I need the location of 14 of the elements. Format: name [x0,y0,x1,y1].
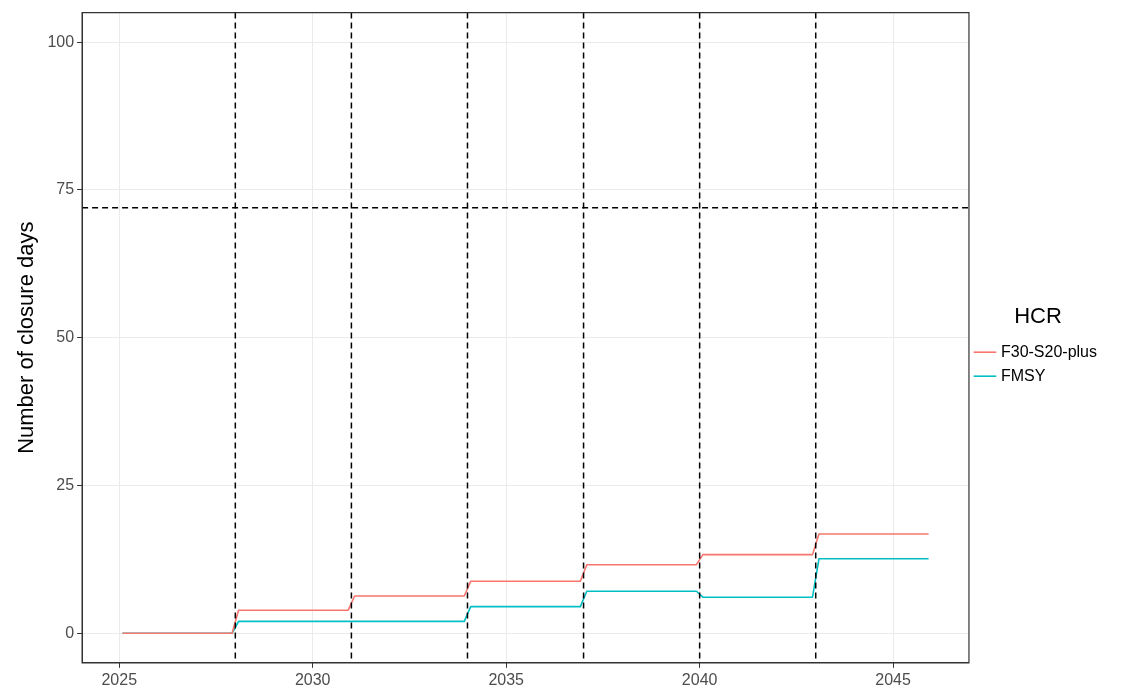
y-tick-label: 25 [56,475,75,493]
y-tick-label: 100 [47,32,75,50]
y-tick-label: 50 [56,328,75,346]
legend-title: HCR [1014,302,1062,328]
legend-label: FMSY [1000,366,1046,384]
y-tick-label: 75 [56,180,75,198]
legend-label: F30-S20-plus [1000,342,1097,360]
y-tick-label: 0 [65,623,75,641]
x-tick-label: 2045 [875,670,912,688]
x-tick-label: 2040 [681,670,718,688]
x-tick-label: 2035 [488,670,525,688]
x-tick-label: 2025 [101,670,138,688]
x-tick-label: 2030 [294,670,331,688]
y-axis-title: Number of closure days [13,221,39,454]
